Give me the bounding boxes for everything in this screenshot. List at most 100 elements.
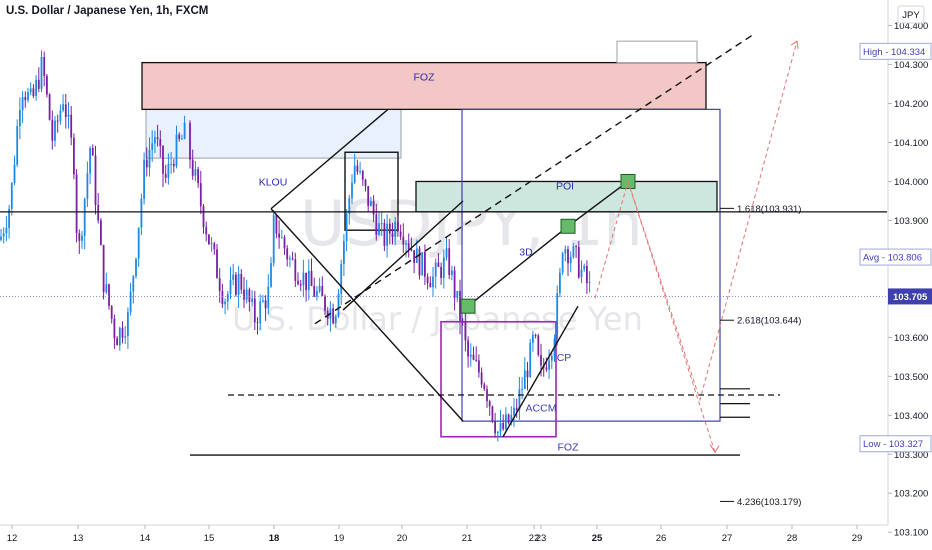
x-tick-label: 23 [536,533,547,544]
y-tick-label: 104.200 [894,99,928,110]
candle-body [388,223,391,234]
candle-body [475,359,478,361]
candle-body [113,318,116,339]
candle-body [399,231,402,237]
candle-body [2,233,5,237]
candle-body [353,165,356,183]
candle-body [397,221,399,232]
candle-body [407,243,410,250]
candle-body [105,284,108,293]
candle-body [235,274,237,295]
candle-body [275,215,278,234]
candle-body [202,206,205,228]
candle-body [499,423,502,432]
drawings-layer: FOZ POI KLOU 3D CP ACCM FOZ [0,32,887,456]
candle-body [488,401,491,407]
candle-body [91,147,94,156]
fib-label: 1.618(103.931) [737,204,801,215]
candle-body [224,301,226,305]
candle-body [343,241,345,264]
x-tick-label: 22 [529,533,540,544]
candle-body [467,340,469,357]
candle-body [78,233,81,241]
candle-body [83,198,86,236]
candle-body [137,227,140,259]
labels-layer: 1.618(103.931) 2.618(103.644) 4.236(103.17… [720,5,932,508]
candle-body [51,119,54,141]
candle-body [167,164,170,178]
candle-body [556,293,559,339]
candle-body [102,244,105,293]
candle-body [548,360,550,370]
candle-body [540,354,542,366]
candle-body [248,289,251,302]
drive-point-marker [560,218,576,234]
klou-inner-leg [342,200,464,311]
x-tick-label: 28 [787,533,798,544]
y-tick-label: 103.200 [894,489,928,500]
candle-body [270,263,272,287]
candle-body [418,248,421,276]
candle-body [253,298,256,323]
candle-body [40,56,43,89]
candle-body [294,259,297,281]
candle-body [8,208,10,228]
candle-body [456,291,459,298]
price-label-box [859,435,932,453]
candle-body [588,282,591,284]
annotation-label: 3D [519,247,533,259]
candle-body [240,273,243,290]
zone-indigo-range [461,108,721,422]
candle-body [121,327,124,338]
candle-body [283,237,286,249]
candle-body [550,356,553,361]
candle-body [421,252,424,276]
candle-body [345,213,348,242]
candle-body [386,223,388,246]
candle-body [410,249,413,251]
candle-body [251,298,253,302]
candle-body [391,233,394,237]
candle-body [97,204,100,221]
candle-body [572,246,575,257]
candle-body [135,258,137,277]
candle-body [116,338,118,346]
candle-body [302,272,305,286]
price-label: Low - 103.327 [863,439,923,450]
candle-body [73,137,75,175]
candle-body [243,289,245,300]
candle-body [559,272,561,294]
y-tick-label: 104.400 [894,21,928,32]
currency-button-box[interactable] [897,5,925,24]
candle-body [577,246,580,278]
zone-klou-box [344,151,399,231]
annotation-label: KLOU [259,176,288,188]
candle-body [289,258,291,260]
y-tick-label: 103.100 [894,528,928,539]
candle-body [332,308,334,324]
candle-body [442,257,445,279]
candle-body [143,159,145,199]
candle-body [89,147,91,174]
currency-button[interactable]: JPY [902,10,920,21]
candle-body [561,253,564,273]
annotation-label: FOZ [558,441,580,453]
zone-top-small [616,40,698,64]
candle-body [194,169,197,176]
candle-body [521,388,523,390]
candle-body [27,91,29,101]
candle-body [208,234,210,245]
candle-body [64,104,67,117]
candle-body [383,223,386,246]
candle-body [297,280,299,285]
fib-label: 2.618(103.644) [737,316,801,327]
candle-body [48,94,51,120]
candle-body [364,179,367,187]
candle-body [505,414,507,429]
candle-body [81,235,83,241]
candle-body [313,285,316,297]
x-tick-label: 21 [462,533,473,544]
candle-body [286,248,289,260]
candle-body [118,327,121,346]
